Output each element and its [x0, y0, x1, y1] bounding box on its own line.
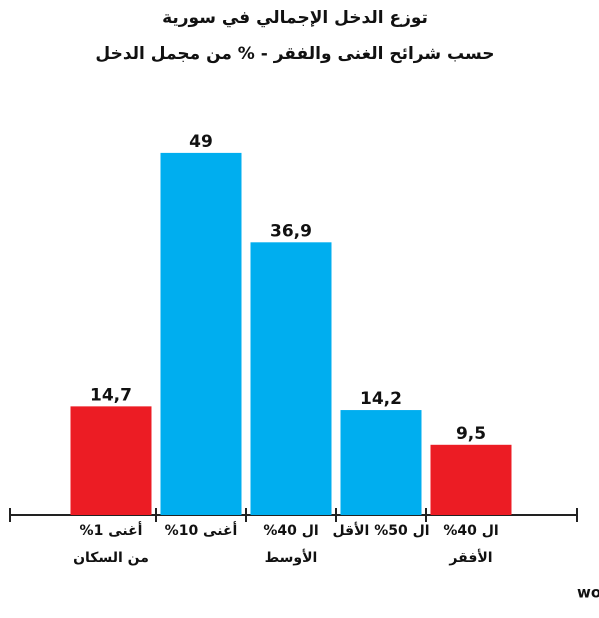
x-tick-label: الأوسط [265, 549, 318, 566]
chart-subtitle: حسب شرائح الغنى والفقر - % من مجمل الدخل [95, 44, 494, 64]
bar [340, 410, 422, 515]
value-label: 14,7 [90, 385, 132, 405]
x-tick-label: ال 50% الأقل [332, 522, 429, 539]
x-tick-label: أغنى 1% [80, 521, 143, 539]
bar [430, 444, 512, 515]
source: المصدر: world inequality database [577, 584, 599, 602]
value-label: 9,5 [456, 424, 486, 444]
bar [70, 406, 152, 515]
value-label: 49 [189, 132, 213, 152]
x-tick-label: الأفقر [448, 549, 492, 566]
value-label: 14,2 [360, 389, 402, 409]
x-tick-label: أغنى 10% [165, 521, 238, 539]
x-tick-label: من السكان [73, 550, 149, 566]
bar [160, 152, 242, 515]
bar [250, 242, 332, 515]
x-tick-label: ال 40% [263, 523, 318, 539]
x-tick-label: ال 40% [443, 523, 498, 539]
value-label: 36,9 [270, 221, 312, 241]
chart-title: توزع الدخل الإجمالي في سورية [162, 8, 428, 28]
